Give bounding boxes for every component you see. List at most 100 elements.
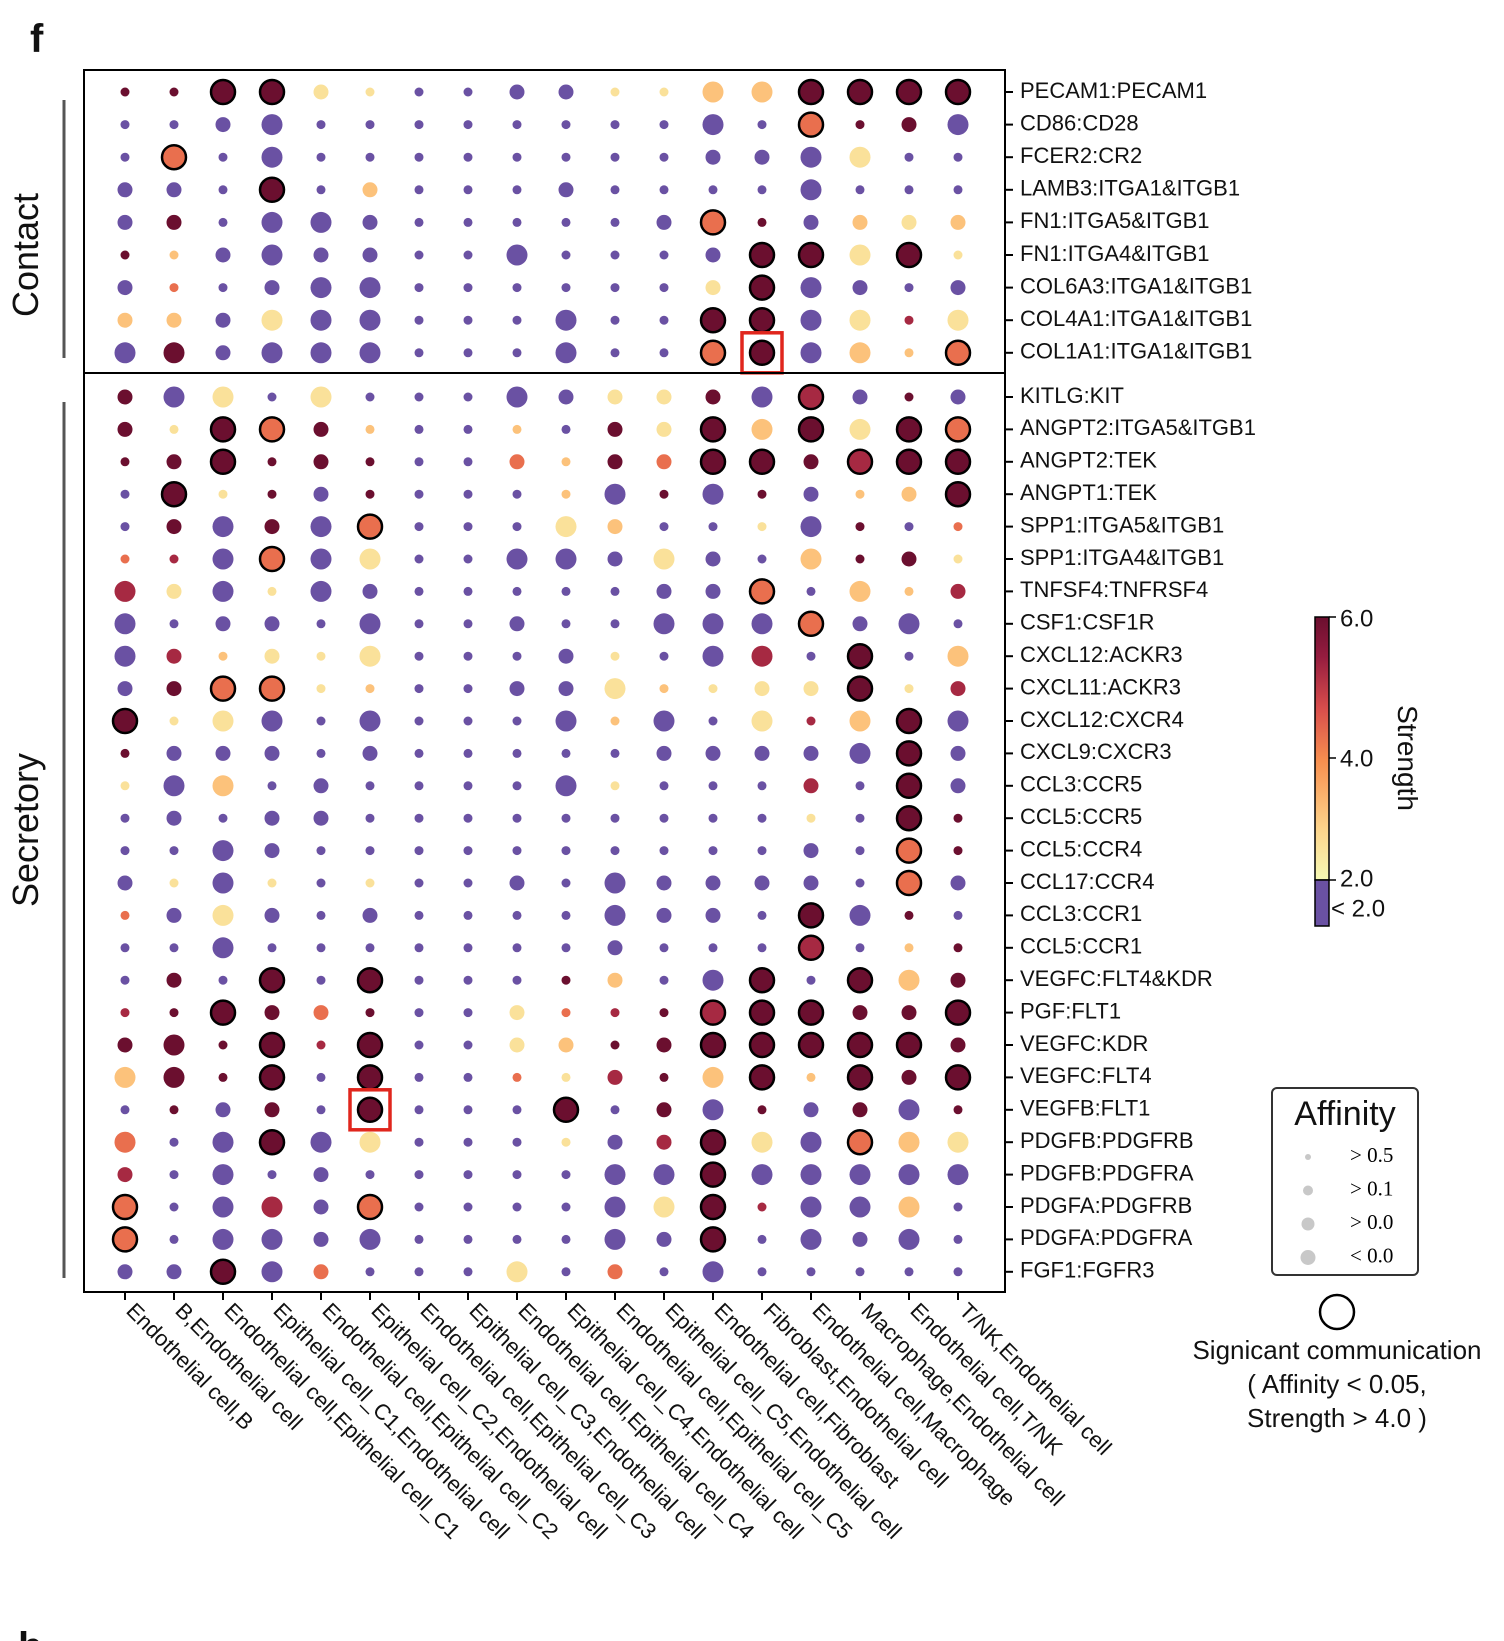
dot (463, 813, 473, 823)
dot (803, 875, 819, 891)
dot (561, 424, 571, 434)
dot (944, 339, 972, 367)
dot (849, 146, 871, 168)
dot (561, 1267, 571, 1277)
dot (356, 1193, 384, 1221)
dot (610, 217, 620, 227)
dot (512, 120, 522, 130)
dot (702, 1261, 724, 1283)
dot (610, 348, 620, 358)
dot (895, 448, 923, 476)
dot (754, 681, 770, 697)
colorbar-gradient (1314, 616, 1330, 881)
row-label: ANGPT2:TEK (1020, 448, 1157, 473)
dot (316, 619, 326, 629)
dot (414, 315, 424, 325)
dot (310, 516, 332, 538)
dot (166, 648, 182, 664)
row-label: CXCL11:ACKR3 (1020, 674, 1181, 699)
dot (659, 250, 669, 260)
dot (904, 522, 914, 532)
dot (699, 1128, 727, 1156)
dot (313, 486, 329, 502)
dot (463, 250, 473, 260)
dot (463, 716, 473, 726)
row-label: FN1:ITGA4&ITGB1 (1020, 241, 1210, 266)
dot (512, 185, 522, 195)
dot (512, 716, 522, 726)
dot (463, 846, 473, 856)
dot (849, 309, 871, 331)
dot (509, 875, 525, 891)
dot (365, 878, 375, 888)
dot (463, 975, 473, 985)
dot (356, 966, 384, 994)
dot (898, 1164, 920, 1186)
dot (708, 185, 718, 195)
row-label: PDGFB:PDGFRA (1020, 1160, 1194, 1185)
dot (212, 904, 234, 926)
dot (414, 1137, 424, 1147)
dot (114, 645, 136, 667)
dot (904, 348, 914, 358)
dot (414, 910, 424, 920)
dot (310, 277, 332, 299)
dot (708, 781, 718, 791)
dot (555, 309, 577, 331)
dot (414, 716, 424, 726)
row-label: CSF1:CSF1R (1020, 610, 1154, 635)
dot (509, 1005, 525, 1021)
dot (708, 716, 718, 726)
dot (803, 1102, 819, 1118)
dot (610, 152, 620, 162)
dot (803, 486, 819, 502)
dot (895, 869, 923, 897)
dot (699, 1161, 727, 1188)
dot (120, 250, 130, 260)
dot (215, 745, 231, 761)
dot (800, 179, 822, 201)
row-label: LAMB3:ITGA1&ITGB1 (1020, 176, 1240, 201)
dot (506, 548, 528, 570)
dot (757, 489, 767, 499)
dot (114, 342, 136, 364)
dot (849, 244, 871, 266)
dot (855, 522, 865, 532)
dot (111, 707, 139, 735)
dot (218, 1040, 228, 1050)
dot (414, 748, 424, 758)
row-label: CXCL9:CXCR3 (1020, 739, 1172, 764)
dot (163, 386, 185, 408)
dot (218, 217, 228, 227)
affinity-legend: Affinity > 0.5 > 0.1 > 0.0 < 0.0 (1271, 1087, 1419, 1276)
dot (261, 1261, 283, 1283)
dot (757, 554, 767, 564)
dot (512, 586, 522, 596)
dot (316, 1040, 326, 1050)
dot (659, 315, 669, 325)
dot (414, 554, 424, 564)
dot (656, 907, 672, 923)
dot (555, 516, 577, 538)
dot (365, 684, 375, 694)
dot (806, 716, 816, 726)
dot (803, 214, 819, 230)
dot (558, 1037, 574, 1053)
dot (258, 1064, 286, 1091)
dot (895, 772, 923, 800)
row-label: SPP1:ITGA4&ITGB1 (1020, 545, 1224, 570)
dot (607, 1069, 623, 1085)
dot (748, 578, 776, 605)
affinity-legend-dot (1305, 1154, 1311, 1160)
dot (209, 675, 237, 702)
dot (947, 710, 969, 732)
dot (506, 386, 528, 408)
dot (114, 613, 136, 635)
dot (463, 1008, 473, 1018)
dot (365, 424, 375, 434)
dot (699, 209, 727, 236)
dot (365, 781, 375, 791)
dot (708, 943, 718, 953)
plot-frame (83, 69, 1006, 1293)
dot (846, 78, 874, 106)
